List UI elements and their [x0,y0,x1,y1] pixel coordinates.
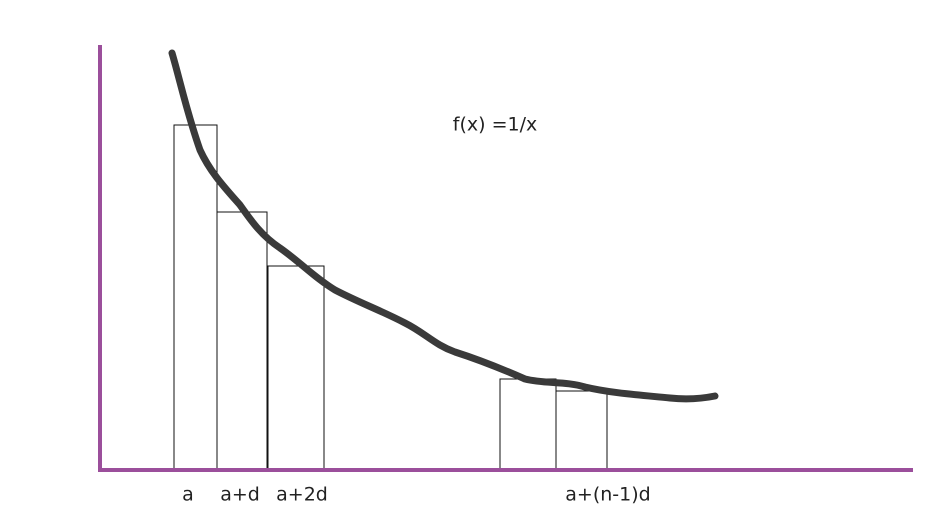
x-label: a+2d [276,484,328,506]
function-label: f(x) =1/x [453,114,537,136]
curve [168,49,719,403]
x-label: a+d [220,484,260,506]
x-label: a [182,484,194,506]
x-label: a+(n-1)d [565,484,650,506]
